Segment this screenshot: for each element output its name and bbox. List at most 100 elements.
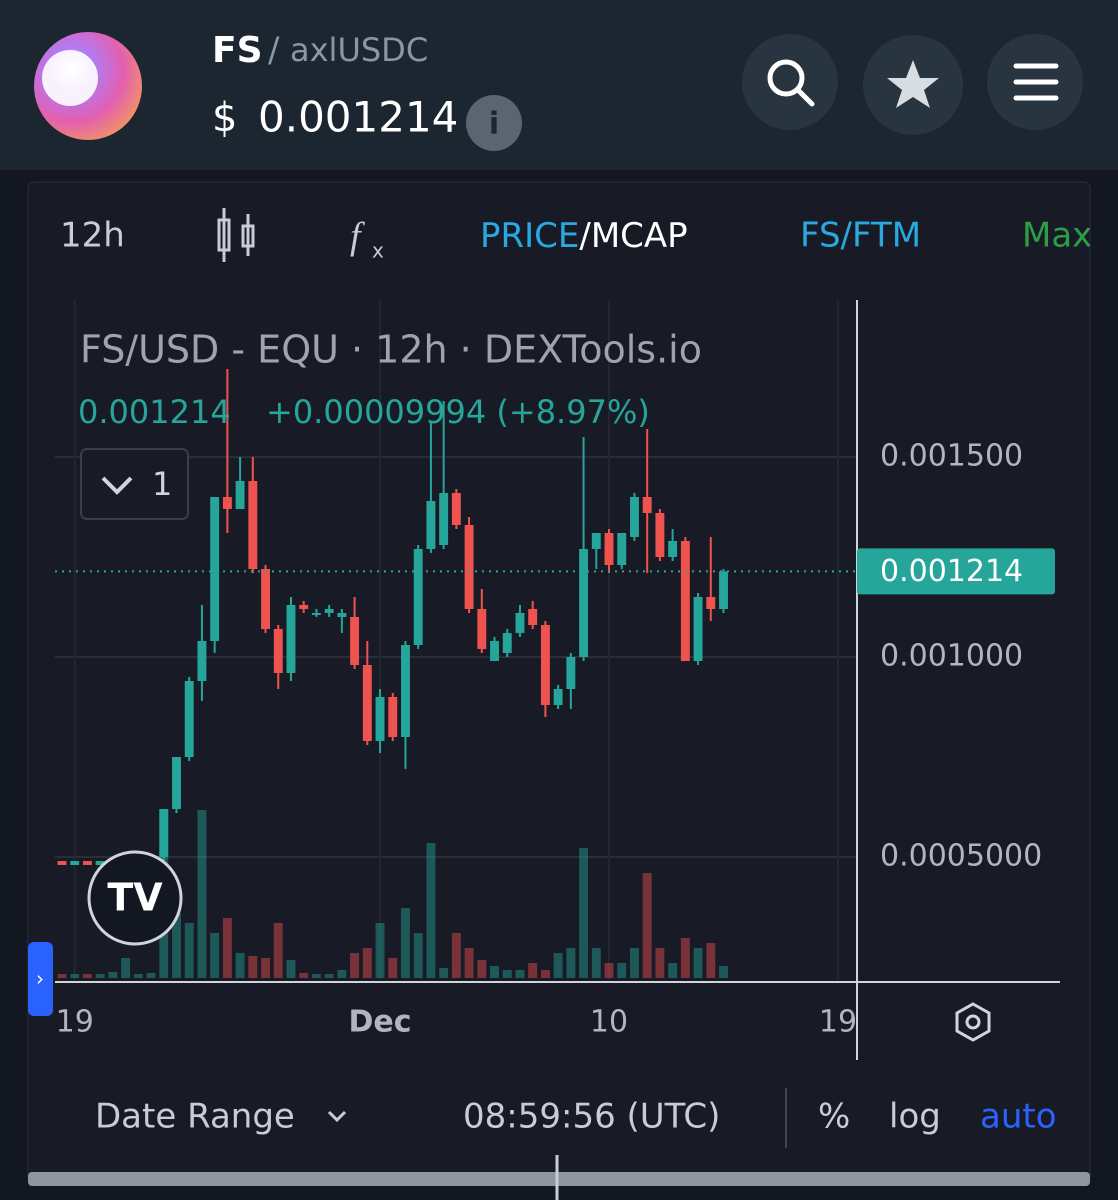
volume-bar bbox=[222, 918, 232, 978]
pair-toggle[interactable]: FS/FTM bbox=[800, 216, 921, 256]
candle-body bbox=[540, 625, 550, 705]
resize-bar[interactable] bbox=[28, 1172, 1090, 1186]
candle-body bbox=[451, 493, 461, 525]
volume-bar bbox=[630, 948, 639, 978]
price-mcap-toggle[interactable]: PRICE/MCAP bbox=[480, 216, 688, 256]
candle-body bbox=[388, 697, 398, 737]
candle-body bbox=[235, 481, 245, 509]
x-tick-label: 19 bbox=[56, 1005, 94, 1040]
indicator-toggle[interactable] bbox=[80, 448, 189, 520]
candle-body bbox=[490, 641, 499, 661]
candle-body bbox=[324, 609, 334, 613]
interval-button[interactable]: 12h bbox=[60, 216, 125, 256]
candle-type-icon[interactable] bbox=[217, 208, 255, 262]
menu-icon bbox=[1013, 63, 1059, 101]
log-toggle[interactable]: log bbox=[889, 1097, 941, 1137]
candle-body bbox=[197, 641, 207, 681]
volume-bar bbox=[235, 953, 245, 978]
range-button[interactable]: Max bbox=[1022, 216, 1092, 256]
search-button[interactable] bbox=[742, 34, 838, 130]
candle-body bbox=[706, 597, 716, 609]
volume-bar bbox=[655, 948, 665, 978]
volume-bar bbox=[617, 963, 627, 978]
volume-bar bbox=[286, 960, 296, 978]
candle-body bbox=[617, 533, 627, 565]
star-icon bbox=[887, 60, 939, 108]
volume-bar bbox=[451, 933, 461, 978]
side-tab-icon: › bbox=[36, 967, 44, 991]
volume-bar bbox=[540, 970, 550, 978]
volume-bar bbox=[680, 938, 690, 978]
price-option[interactable]: PRICE bbox=[480, 216, 579, 256]
volume-bar bbox=[566, 948, 576, 978]
volume-bar bbox=[210, 933, 220, 978]
candle-body bbox=[655, 513, 665, 557]
volume-bar bbox=[95, 974, 105, 978]
token-logo-moon bbox=[42, 50, 98, 106]
volume-bar bbox=[401, 908, 410, 978]
volume-bar bbox=[121, 958, 131, 978]
volume-bar bbox=[413, 933, 423, 978]
volume-bar bbox=[719, 966, 728, 978]
search-icon bbox=[767, 59, 805, 97]
candle-body bbox=[630, 497, 639, 537]
volume-bar bbox=[591, 948, 601, 978]
volume-bar bbox=[604, 963, 614, 978]
candle-body bbox=[591, 533, 601, 549]
candle-body bbox=[515, 613, 525, 633]
candle-body bbox=[210, 497, 220, 641]
volume-bar bbox=[311, 974, 321, 978]
info-button[interactable] bbox=[466, 95, 522, 151]
candle-body bbox=[680, 541, 690, 661]
tradingview-logo[interactable] bbox=[87, 850, 183, 946]
candle-body bbox=[70, 861, 80, 865]
candle-body bbox=[464, 525, 474, 609]
mcap-option[interactable]: /MCAP bbox=[579, 216, 687, 256]
candle-body bbox=[222, 497, 232, 509]
dropdown-icon bbox=[327, 1110, 347, 1123]
volume-bar bbox=[388, 958, 398, 978]
candle-body bbox=[172, 757, 181, 809]
volume-bar bbox=[362, 948, 372, 978]
volume-bar bbox=[439, 968, 449, 978]
legend-price: 0.001214 bbox=[78, 393, 231, 431]
volume-bar bbox=[57, 974, 67, 978]
candle-body bbox=[261, 569, 270, 629]
candle-body bbox=[311, 613, 321, 615]
side-tab[interactable] bbox=[28, 942, 53, 1016]
volume-bar bbox=[490, 966, 499, 978]
last-price-box bbox=[857, 548, 1055, 595]
candle-body bbox=[82, 861, 92, 865]
indicators-icon: x bbox=[372, 239, 384, 263]
info-icon: i bbox=[489, 107, 499, 142]
volume-bar bbox=[426, 843, 436, 978]
volume-bar bbox=[693, 948, 703, 978]
candle-body bbox=[439, 493, 449, 545]
volume-bar bbox=[299, 973, 309, 978]
range-clip: Max bbox=[1022, 216, 1092, 256]
x-tick-label: 10 bbox=[590, 1005, 628, 1040]
x-tick-label: Dec bbox=[349, 1005, 412, 1040]
auto-toggle[interactable]: auto bbox=[980, 1097, 1057, 1137]
y-tick-label: 0.001000 bbox=[880, 639, 1023, 674]
volume-bar bbox=[82, 974, 92, 978]
date-range-button[interactable]: Date Range bbox=[95, 1097, 295, 1137]
currency: $ bbox=[212, 95, 237, 141]
candle-body bbox=[553, 689, 563, 705]
volume-bar bbox=[579, 848, 589, 978]
separator: / bbox=[268, 31, 280, 71]
settings-icon[interactable] bbox=[955, 1002, 991, 1042]
volume-bar bbox=[375, 923, 385, 978]
percent-toggle[interactable]: % bbox=[818, 1097, 850, 1137]
candle-body bbox=[95, 861, 105, 865]
x-tick-label: 19 bbox=[819, 1005, 857, 1040]
volume-bar bbox=[273, 923, 283, 978]
chevron-icon bbox=[101, 476, 133, 495]
candle-body bbox=[184, 681, 194, 757]
volume-bar bbox=[528, 963, 538, 978]
volume-bar bbox=[172, 913, 181, 978]
candle-body bbox=[248, 481, 258, 569]
candle-body bbox=[299, 605, 309, 609]
candle-body bbox=[642, 497, 652, 513]
